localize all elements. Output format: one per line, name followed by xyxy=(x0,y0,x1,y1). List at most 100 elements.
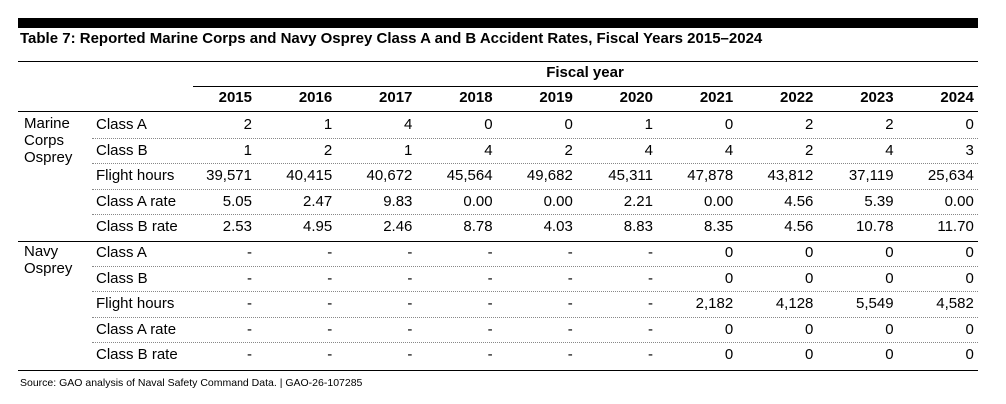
cell-value: 45,311 xyxy=(608,167,653,185)
cell-value: 0 xyxy=(965,346,974,364)
cell-value: 0 xyxy=(724,244,734,261)
source-note: Source: GAO analysis of Naval Safety Com… xyxy=(20,377,363,389)
cell-value: 11.70 xyxy=(937,218,974,236)
rule xyxy=(92,188,978,190)
cell-value: 3 xyxy=(965,141,974,159)
row-label: Class B xyxy=(96,141,148,159)
cell-value: 2 xyxy=(805,116,814,133)
cell-value: 0 xyxy=(805,244,814,261)
row-label: Class B xyxy=(96,269,148,287)
cell-value: 49,682 xyxy=(526,167,573,185)
cell-value: 4 xyxy=(644,141,653,159)
cell-value: 0 xyxy=(965,269,974,287)
cell-value: - xyxy=(247,346,252,364)
cell-value: 47,878 xyxy=(687,167,734,185)
rule xyxy=(92,137,978,139)
cell-value: - xyxy=(487,244,493,261)
year-header: 2024 xyxy=(940,89,974,106)
cell-value: 0 xyxy=(965,244,974,261)
cell-value: 0.00 xyxy=(543,192,573,210)
rule xyxy=(92,214,978,216)
row-label: Class B rate xyxy=(96,346,178,364)
cell-value: 2.21 xyxy=(623,192,653,210)
rule xyxy=(92,163,978,165)
cell-value: - xyxy=(327,244,333,261)
cell-value: 9.83 xyxy=(383,192,413,210)
cell-value: 2.46 xyxy=(383,218,413,236)
cell-value: - xyxy=(247,269,252,287)
cell-value: 0 xyxy=(805,269,814,287)
cell-value: 4,582 xyxy=(936,295,974,313)
rule xyxy=(92,291,978,293)
cell-value: - xyxy=(648,320,653,338)
group-label: Navy Osprey xyxy=(24,243,73,277)
cell-value: 4.56 xyxy=(784,218,814,236)
cell-value: - xyxy=(648,244,653,261)
cell-value: - xyxy=(407,346,413,364)
year-header: 2016 xyxy=(298,89,333,106)
cell-value: 0 xyxy=(805,320,814,338)
column-group-header: Fiscal year xyxy=(546,64,624,81)
cell-value: - xyxy=(327,320,333,338)
group-label: Marine Corps Osprey xyxy=(24,115,73,166)
cell-value: 1 xyxy=(243,141,252,159)
cell-value: 0 xyxy=(724,116,734,133)
cell-value: - xyxy=(407,320,413,338)
cell-value: - xyxy=(648,295,653,313)
cell-value: 0 xyxy=(885,269,894,287)
cell-value: 0 xyxy=(805,346,814,364)
cell-value: 0 xyxy=(885,320,894,338)
row-label: Class A xyxy=(96,116,147,133)
cell-value: - xyxy=(648,269,653,287)
year-header: 2015 xyxy=(218,89,252,106)
cell-value: - xyxy=(487,295,493,313)
cell-value: 5.39 xyxy=(864,192,894,210)
cell-value: - xyxy=(407,244,413,261)
cell-value: 10.78 xyxy=(856,218,894,236)
row-label: Flight hours xyxy=(96,295,175,313)
cell-value: 2 xyxy=(243,116,252,133)
year-header: 2019 xyxy=(539,89,573,106)
cell-value: 4.95 xyxy=(302,218,333,236)
table-title: Table 7: Reported Marine Corps and Navy … xyxy=(20,30,763,47)
cell-value: 45,564 xyxy=(446,167,493,185)
cell-value: 0.00 xyxy=(703,192,734,210)
cell-value: 1 xyxy=(404,141,413,159)
cell-value: 0 xyxy=(484,116,493,133)
cell-value: - xyxy=(648,346,653,364)
cell-value: 0.00 xyxy=(463,192,493,210)
cell-value: 8.78 xyxy=(463,218,493,236)
cell-value: - xyxy=(487,269,493,287)
cell-value: 4.03 xyxy=(543,218,573,236)
cell-value: - xyxy=(567,295,573,313)
cell-value: 5,549 xyxy=(856,295,894,313)
cell-value: - xyxy=(247,320,252,338)
cell-value: - xyxy=(567,346,573,364)
cell-value: 8.35 xyxy=(703,218,734,236)
cell-value: - xyxy=(327,346,333,364)
cell-value: 40,672 xyxy=(366,167,413,185)
cell-value: 0 xyxy=(885,346,894,364)
row-label: Class A rate xyxy=(96,320,177,338)
year-header: 2023 xyxy=(860,89,894,106)
cell-value: 2.47 xyxy=(302,192,333,210)
cell-value: 43,812 xyxy=(767,167,814,185)
cell-value: 0 xyxy=(724,269,734,287)
cell-value: - xyxy=(407,269,413,287)
cell-value: 2 xyxy=(885,116,894,133)
rule xyxy=(92,316,978,318)
cell-value: - xyxy=(247,295,252,313)
cell-value: 1 xyxy=(644,116,653,133)
cell-value: 0 xyxy=(885,244,894,261)
rule xyxy=(193,86,978,87)
cell-value: 4 xyxy=(885,141,894,159)
cell-value: 0 xyxy=(724,346,734,364)
cell-value: 0.00 xyxy=(944,192,974,210)
top-bar xyxy=(18,18,978,28)
cell-value: 4,128 xyxy=(775,295,814,313)
cell-value: 4 xyxy=(724,141,734,159)
cell-value: 2.53 xyxy=(222,218,252,236)
year-header: 2022 xyxy=(780,89,814,106)
rule xyxy=(18,111,978,112)
cell-value: 39,571 xyxy=(206,167,252,185)
